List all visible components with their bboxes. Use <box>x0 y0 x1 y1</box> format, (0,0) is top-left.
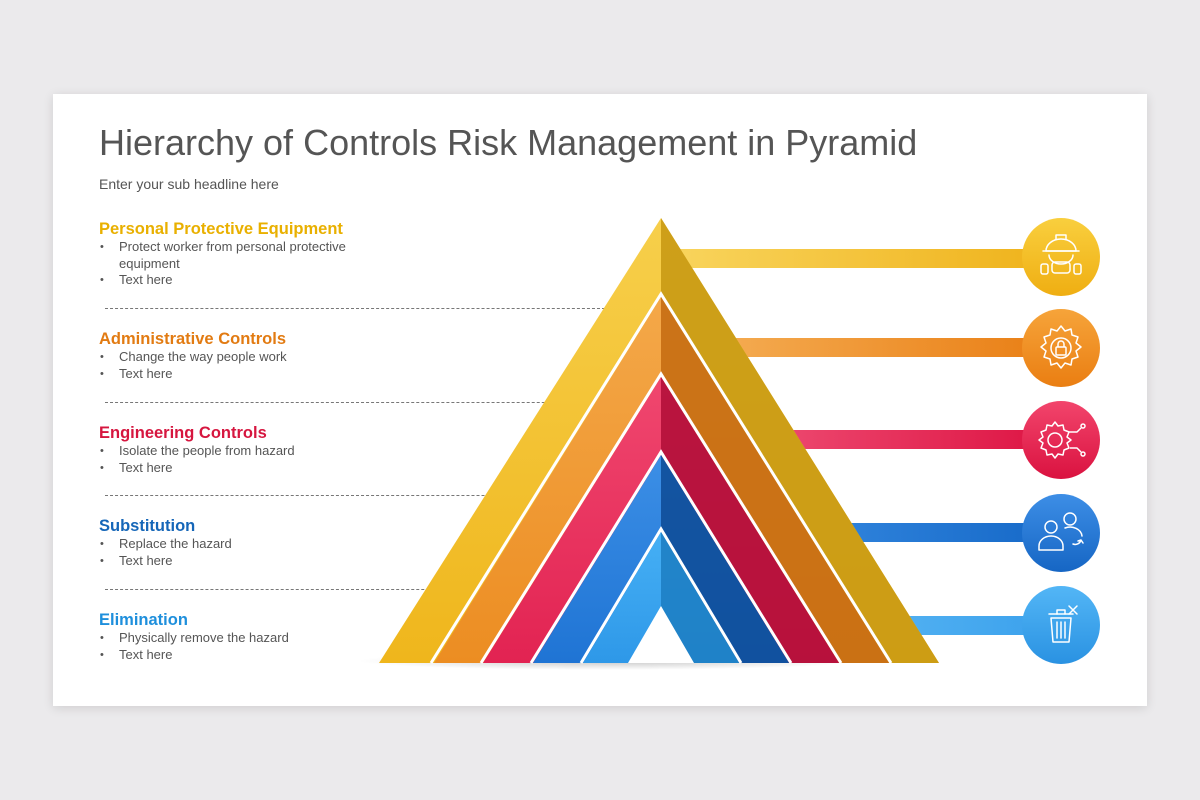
bullet-list: Physically remove the hazard Text here <box>99 630 399 663</box>
pyramid-diagram <box>358 218 1100 670</box>
page-title: Hierarchy of Controls Risk Management in… <box>99 122 918 163</box>
page-subtitle: Enter your sub headline here <box>99 176 279 192</box>
dashed-divider <box>105 308 605 309</box>
bullet-item: Text here <box>99 272 399 289</box>
connector-bar-ppe <box>653 249 1053 268</box>
bullet-item: Isolate the people from hazard <box>99 443 399 460</box>
level-engineering: Engineering Controls Isolate the people … <box>99 423 399 476</box>
level-substitution: Substitution Replace the hazard Text her… <box>99 516 399 569</box>
worker-helmet-icon <box>1040 234 1082 275</box>
administrative-circle <box>1022 309 1100 387</box>
gear-circuit-icon <box>1038 421 1086 459</box>
level-title: Elimination <box>99 611 188 629</box>
dashed-divider <box>105 402 605 403</box>
level-title: Personal Protective Equipment <box>99 220 343 238</box>
substitution-circle <box>1022 494 1100 572</box>
pyramid-layer-elimination <box>583 532 739 663</box>
gear-lock-icon <box>1040 325 1082 369</box>
bullet-item: Text here <box>99 366 399 383</box>
elimination-circle <box>1022 586 1100 664</box>
bullet-item: Physically remove the hazard <box>99 630 399 647</box>
level-elimination: Elimination Physically remove the hazard… <box>99 610 399 663</box>
ppe-circle <box>1022 218 1100 296</box>
connector-bar-administrative <box>673 338 1053 357</box>
people-swap-icon <box>1038 512 1084 551</box>
level-title: Engineering Controls <box>99 424 267 442</box>
bullet-item: Text here <box>99 553 399 570</box>
bullet-item: Change the way people work <box>99 349 399 366</box>
bullet-item: Text here <box>99 460 399 477</box>
bullet-list: Protect worker from personal protective … <box>99 239 399 289</box>
bullet-item: Protect worker from personal protective … <box>99 239 399 272</box>
level-title: Substitution <box>99 517 196 535</box>
bullet-list: Replace the hazard Text here <box>99 536 399 569</box>
level-administrative: Administrative Controls Change the way p… <box>99 329 399 382</box>
bullet-list: Isolate the people from hazard Text here <box>99 443 399 476</box>
engineering-circle <box>1022 401 1100 479</box>
trash-bin-icon <box>1048 605 1078 643</box>
dashed-divider <box>105 495 605 496</box>
bullet-list: Change the way people work Text here <box>99 349 399 382</box>
level-title: Administrative Controls <box>99 330 287 348</box>
bullet-item: Replace the hazard <box>99 536 399 553</box>
level-ppe: Personal Protective Equipment Protect wo… <box>99 219 399 289</box>
slide: Hierarchy of Controls Risk Management in… <box>53 94 1147 706</box>
bullet-item: Text here <box>99 647 399 664</box>
dashed-divider <box>105 589 605 590</box>
